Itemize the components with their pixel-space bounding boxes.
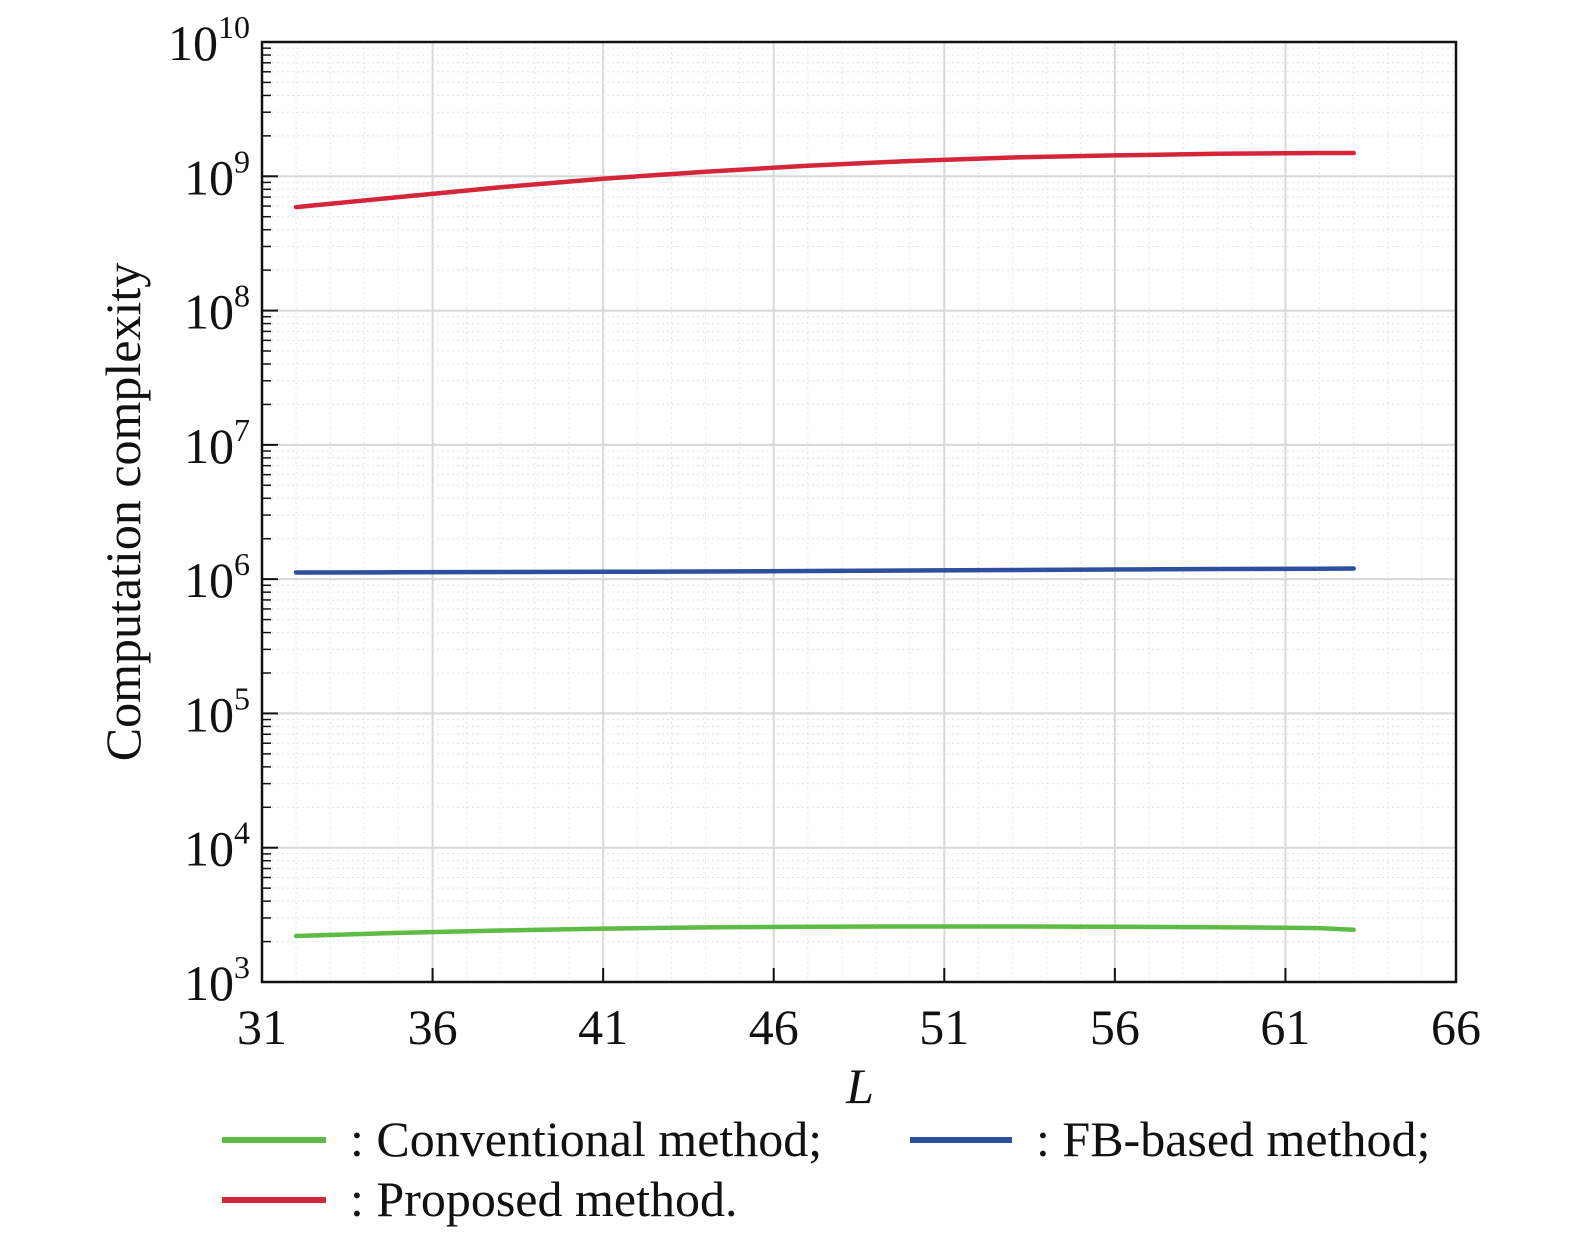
legend-label-3: : Proposed method. [350,1171,737,1227]
x-tick-label: 51 [919,999,969,1055]
plot-frame [260,40,1458,984]
y-tick-label: 103 [184,949,250,1011]
x-axis-label: L [845,1058,874,1114]
y-tick-label: 109 [184,143,250,205]
legend-label-2: : FB-based method; [1036,1111,1430,1167]
x-tick-label: 61 [1260,999,1310,1055]
y-tick-label: 108 [184,278,250,340]
y-tick-label: 107 [184,412,250,474]
y-tick-label: 106 [184,546,250,608]
y-tick-label: 105 [184,680,250,742]
labels-layer: Computation complexity L [95,263,874,1114]
ticks-layer: 31 36 41 46 51 56 61 66 103 104 105 106 107 108 109 101… [168,9,1481,1055]
series-line-1 [293,924,1356,939]
x-tick-label: 56 [1090,999,1140,1055]
y-tick-label: 104 [184,815,250,877]
legend: : Conventional method; : FB-based method;… [222,1111,1430,1227]
x-tick-label: 31 [237,999,287,1055]
x-tick-label: 36 [408,999,458,1055]
x-tick-label: 66 [1431,999,1481,1055]
series-line-3 [293,150,1356,210]
y-axis-label: Computation complexity [95,263,151,762]
x-tick-label: 46 [749,999,799,1055]
x-tick-label: 41 [578,999,628,1055]
grid-layer [262,42,1456,982]
y-tick-label: 1010 [168,9,250,71]
legend-label-1: : Conventional method; [350,1111,822,1167]
series-line-2 [293,566,1356,575]
series-layer [293,150,1356,939]
